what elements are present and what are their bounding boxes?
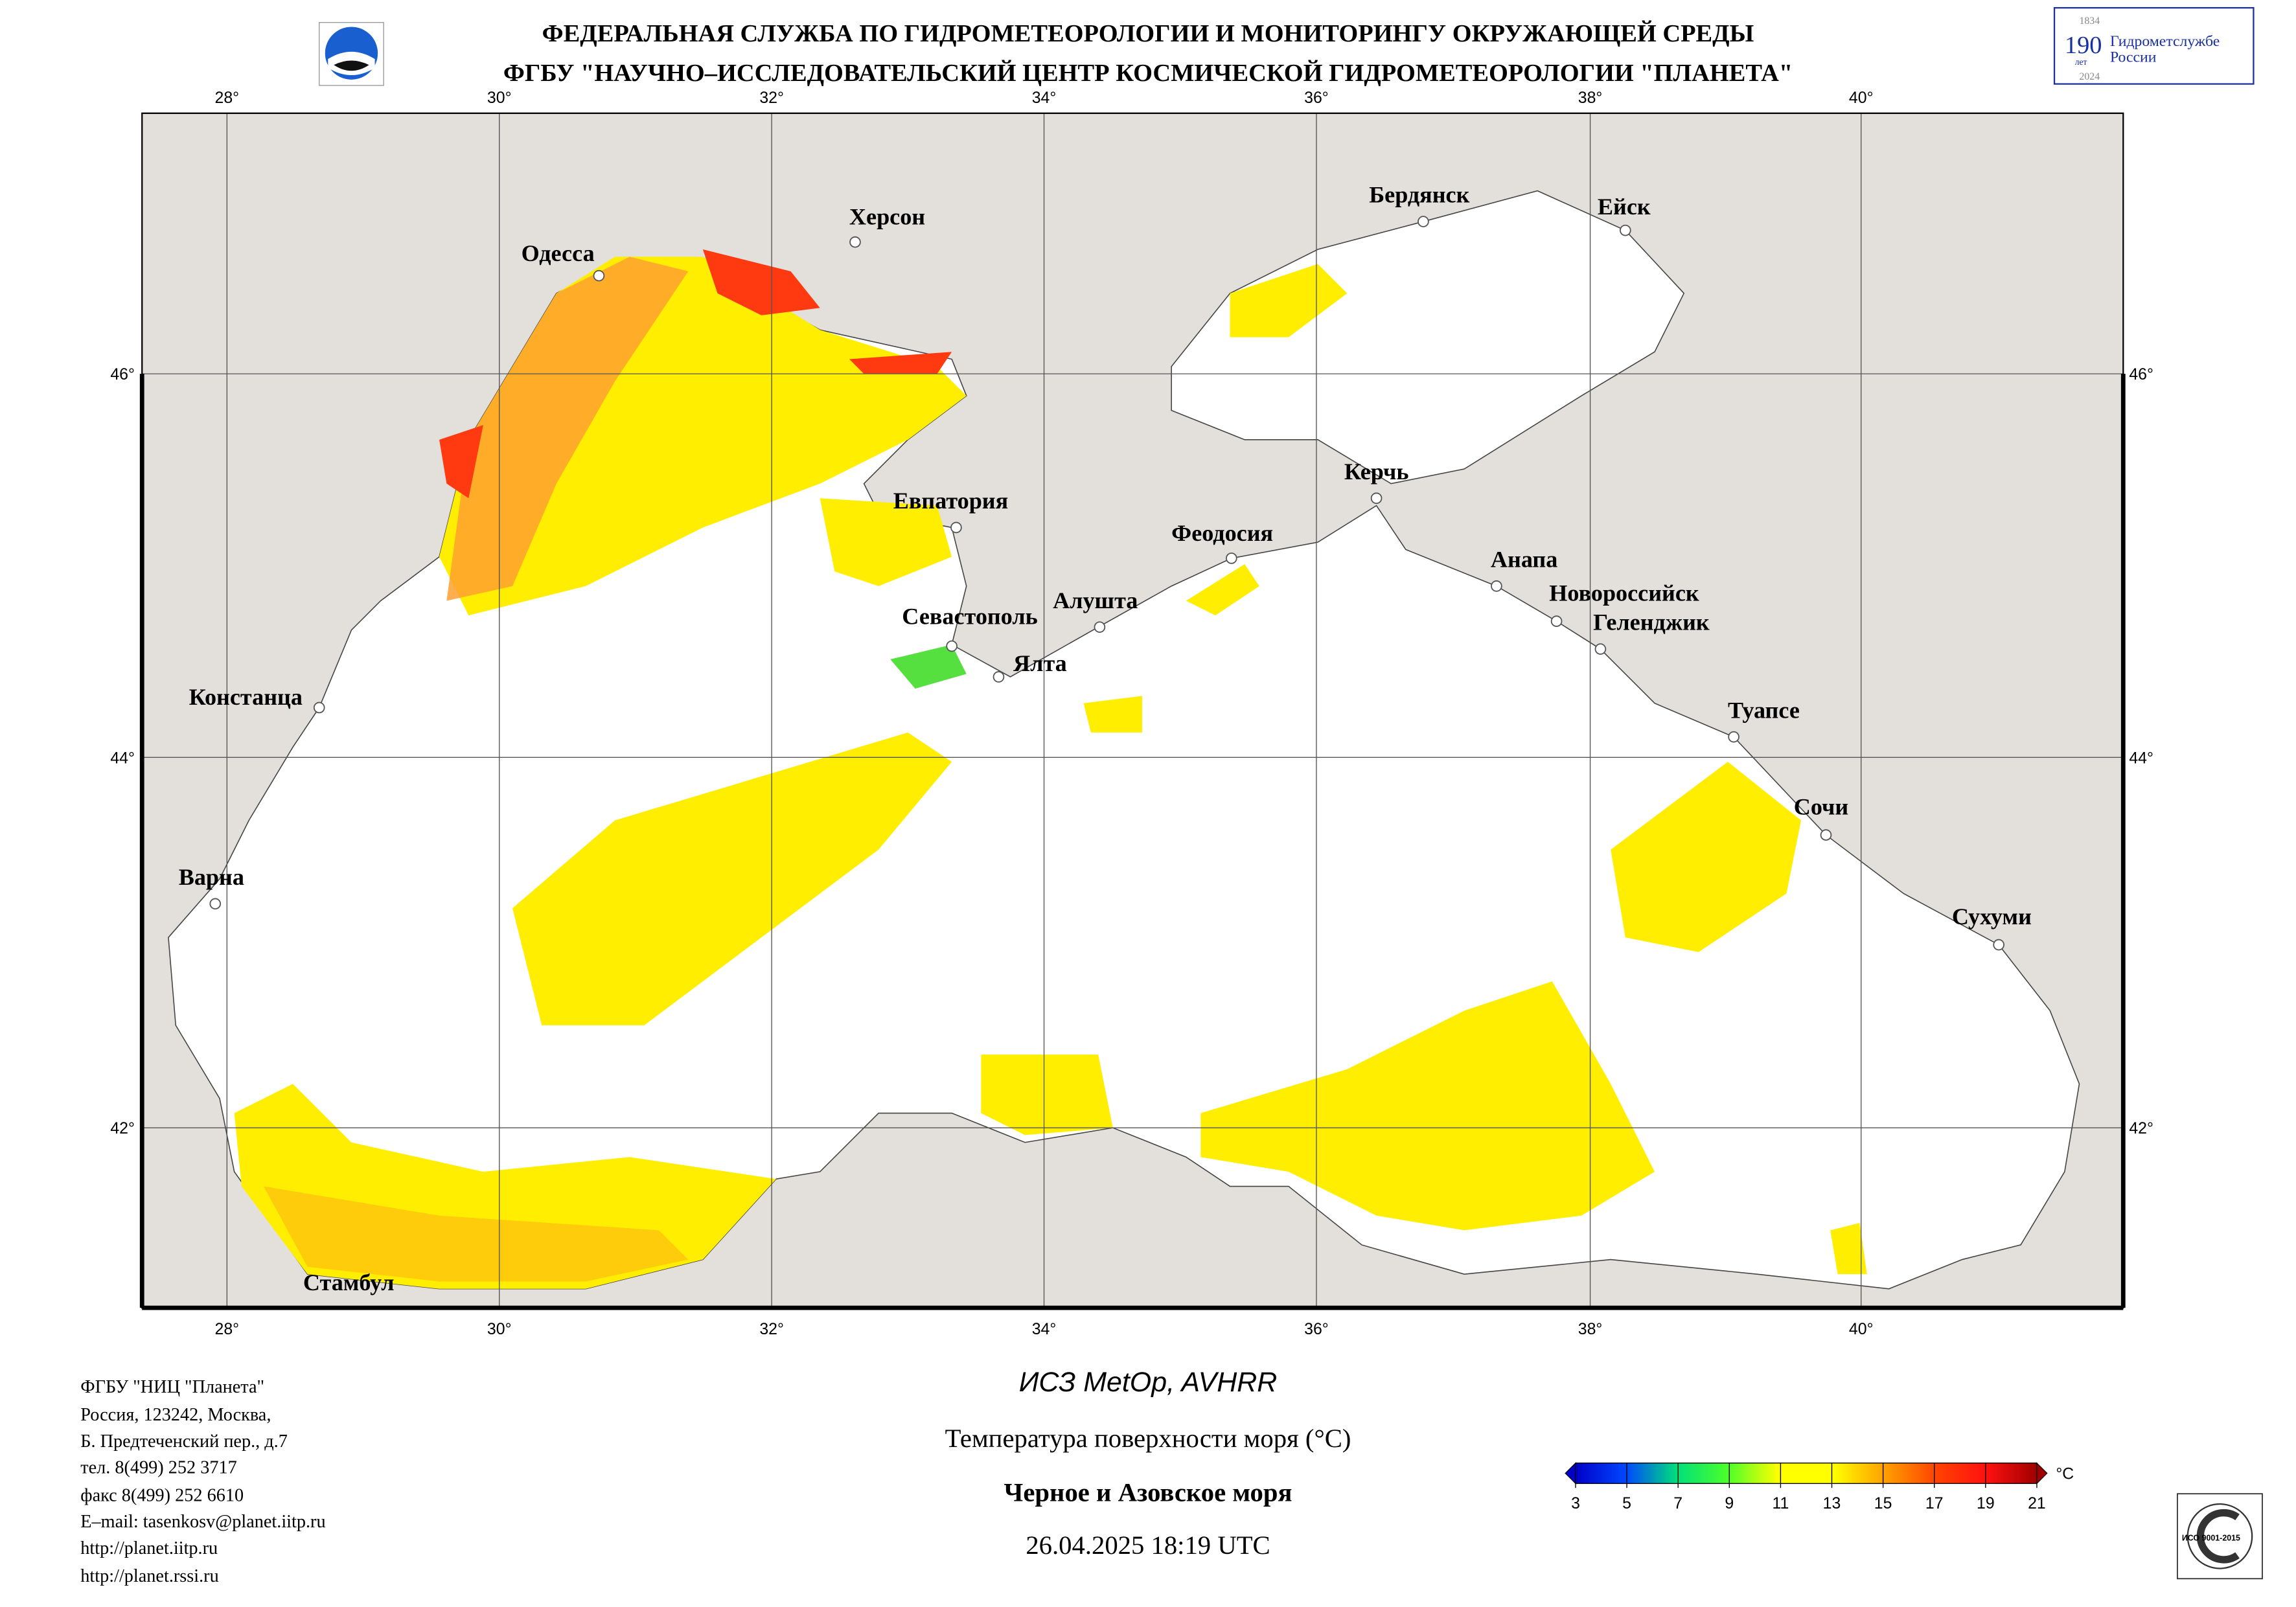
logo-text-line1: Гидрометслужбе (2110, 33, 2220, 50)
colorbar-ticks-2: 7 (1673, 1494, 1682, 1512)
logo-text-line2: России (2110, 49, 2157, 66)
map-lon_labels-6: 40° (1849, 1320, 1874, 1338)
map-lon_labels-5: 38° (1578, 89, 1603, 107)
region-label: Черное и Азовское моря (1004, 1477, 1292, 1507)
map-lat_labels-2: 42° (110, 1119, 135, 1137)
map-lon_labels-1: 30° (487, 89, 512, 107)
city-novorossiysk: Новороссийск (1549, 580, 1699, 606)
map-lat_labels-2: 42° (2129, 1119, 2153, 1137)
city-labels: Одесса Херсон Бердянск Ейск Евпатория Фе… (179, 182, 2032, 1295)
datetime-label: 26.04.2025 18:19 UTC (1026, 1531, 1270, 1560)
city-tuapse: Туапсе (1728, 697, 1800, 723)
sst-data (234, 249, 1867, 1289)
city-sukhumi: Сухуми (1952, 904, 2032, 929)
map-area (142, 113, 2124, 1308)
anniversary-logo: 1834 190 лет 2024 Гидрометслужбе России (2053, 6, 2255, 85)
lon-labels-top: 28° 30° 32° 34° 36° 38° 40° (215, 89, 1874, 107)
emblem-logo (319, 22, 384, 86)
colorbar-ticks-3: 9 (1725, 1494, 1734, 1512)
website-link-1[interactable]: http://planet.iitp.ru (80, 1538, 218, 1558)
header-title-line2: ФГБУ "НАУЧНО–ИССЛЕДОВАТЕЛЬСКИЙ ЦЕНТР КОС… (503, 60, 1793, 87)
city-odessa: Одесса (522, 240, 595, 266)
city-berdyansk: Бердянск (1369, 182, 1469, 208)
colorbar-ticks-8: 19 (1977, 1494, 1995, 1512)
map-lon_labels-2: 32° (759, 1320, 784, 1338)
city-anapa: Анапа (1491, 546, 1557, 572)
city-kerch: Керчь (1344, 459, 1409, 484)
city-varna: Варна (179, 864, 244, 890)
colorbar-ticks-4: 11 (1773, 1494, 1789, 1512)
footer_left-2: Б. Предтеченский пер., д.7 (80, 1431, 288, 1452)
city-istanbul: Стамбул (303, 1270, 395, 1295)
header-title-line1: ФЕДЕРАЛЬНАЯ СЛУЖБА ПО ГИДРОМЕТЕОРОЛОГИИ … (542, 20, 1754, 47)
colorbar-ticks-1: 5 (1622, 1494, 1631, 1512)
logo-unit: лет (2075, 57, 2087, 67)
graticule (142, 113, 2124, 1308)
map-lon_labels-6: 40° (1849, 89, 1874, 107)
parameter-label: Температура поверхности моря (°С) (945, 1424, 1351, 1453)
colorbar: 3 5 7 9 11 13 15 17 19 21 °С (1565, 1462, 2074, 1512)
map-lon_labels-2: 32° (759, 89, 784, 107)
footer_left-1: Россия, 123242, Москва, (80, 1405, 271, 1425)
map-lon_labels-0: 28° (215, 89, 240, 107)
map-lon_labels-4: 36° (1304, 1320, 1329, 1338)
colorbar-ticks-0: 3 (1571, 1494, 1580, 1512)
map-lat_labels-0: 46° (2129, 365, 2153, 383)
satellite-label: ИСЗ MetOp, AVHRR (1019, 1367, 1278, 1398)
city-yalta: Ялта (1013, 650, 1067, 676)
city-yeysk: Ейск (1598, 194, 1651, 220)
iso-certification-badge: ИСО 9001-2015 (2177, 1493, 2263, 1580)
iso_badge-text: ИСО 9001-2015 (2182, 1534, 2240, 1543)
map-lon_labels-3: 34° (1032, 89, 1057, 107)
map-lon_labels-4: 36° (1304, 89, 1329, 107)
city-markers (209, 216, 2004, 951)
footer_left-4: факс 8(499) 252 6610 (80, 1485, 244, 1505)
colorbar-unit: °С (2056, 1465, 2074, 1483)
map-lat_labels-1: 44° (110, 749, 135, 767)
lat-labels: 46° 44° 42° 46° 44° 42° (110, 365, 2153, 1137)
colorbar-ticks-7: 17 (1925, 1494, 1944, 1512)
city-feodosia: Феодосия (1171, 520, 1273, 546)
map-lat_labels-0: 46° (110, 365, 135, 383)
map-lon_labels-1: 30° (487, 1320, 512, 1338)
logo-number: 190 (2065, 32, 2102, 59)
sea-of-azov (1171, 190, 1685, 484)
footer_left-0: ФГБУ "НИЦ "Планета" (80, 1377, 264, 1397)
map-lon_labels-0: 28° (215, 1320, 240, 1338)
website-link-2[interactable]: http://planet.rssi.ru (80, 1566, 218, 1586)
footer_left-3: тел. 8(499) 252 3717 (80, 1458, 236, 1478)
logo-year-end: 2024 (2079, 71, 2100, 82)
colorbar-ticks-6: 15 (1874, 1494, 1892, 1512)
email-link[interactable]: E–mail: tasenkosv@planet.iitp.ru (80, 1512, 325, 1532)
city-kherson: Херсон (849, 204, 925, 230)
colorbar-ticks-9: 21 (2028, 1494, 2046, 1512)
city-sevastopol: Севастополь (902, 604, 1037, 630)
map-lon_labels-5: 38° (1578, 1320, 1603, 1338)
map-lon_labels-3: 34° (1032, 1320, 1057, 1338)
lon-labels-bottom: 28° 30° 32° 34° 36° 38° 40° (215, 1320, 1874, 1338)
city-gelendzhik: Геленджик (1593, 610, 1710, 635)
map-lat_labels-1: 44° (2129, 749, 2153, 767)
city-sochi: Сочи (1794, 793, 1848, 819)
city-yevpatoria: Евпатория (893, 488, 1008, 514)
city-constanta: Констанца (189, 684, 303, 710)
colorbar-ticks-5: 13 (1823, 1494, 1841, 1512)
logo-year-start: 1834 (2079, 16, 2100, 27)
city-alushta: Алушта (1053, 587, 1138, 613)
contact-info: ФГБУ "НИЦ "Планета" Россия, 123242, Моск… (80, 1377, 325, 1586)
